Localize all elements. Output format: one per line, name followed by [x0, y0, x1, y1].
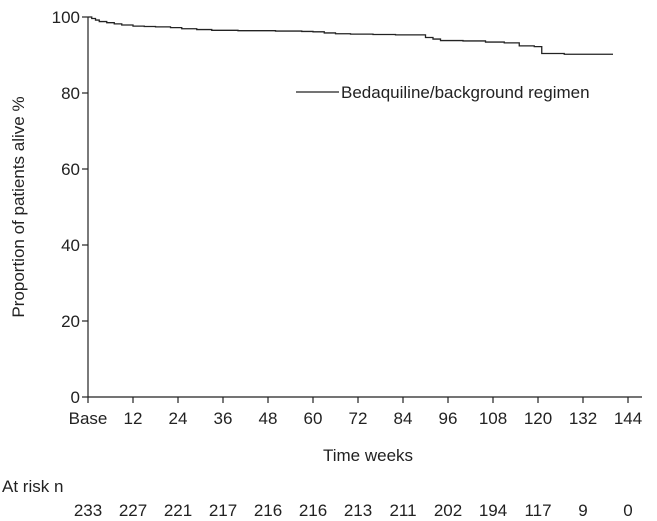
legend-label: Bedaquiline/background regimen — [341, 83, 590, 102]
at-risk-value: 216 — [254, 501, 282, 520]
at-risk-value: 211 — [389, 501, 416, 520]
y-tick-label: 100 — [52, 8, 80, 27]
x-tick-label: 36 — [214, 409, 233, 428]
y-tick-label: 60 — [61, 160, 80, 179]
at-risk-value: 117 — [524, 501, 551, 520]
y-tick-label: 80 — [61, 84, 80, 103]
series-line-bedaquiline — [88, 16, 613, 55]
x-tick-label: 120 — [524, 409, 552, 428]
x-tick-label: 108 — [479, 409, 507, 428]
x-axis-label: Time weeks — [323, 446, 413, 465]
x-tick-label: 24 — [169, 409, 188, 428]
x-tick-label: Base — [69, 409, 108, 428]
at-risk-value: 213 — [344, 501, 372, 520]
legend: Bedaquiline/background regimen — [296, 83, 590, 102]
at-risk-value: 216 — [299, 501, 327, 520]
axes — [87, 17, 642, 398]
at-risk-value: 0 — [623, 501, 632, 520]
y-tick-group: 0 20 40 60 80 100 — [52, 8, 88, 407]
x-tick-label: 48 — [259, 409, 278, 428]
at-risk-value: 9 — [578, 501, 587, 520]
y-tick-label: 20 — [61, 312, 80, 331]
at-risk-value: 194 — [479, 501, 507, 520]
at-risk-value: 217 — [209, 501, 237, 520]
y-axis-label: Proportion of patients alive % — [9, 96, 28, 317]
at-risk-values: 233 227 221 217 216 216 213 211 202 194 117 9 0 — [74, 501, 633, 520]
x-tick-group: Base 12 24 36 48 60 72 84 96 108 120 132 144 — [69, 397, 642, 428]
x-tick-label: 72 — [349, 409, 368, 428]
x-tick-label: 12 — [124, 409, 143, 428]
at-risk-value: 233 — [74, 501, 102, 520]
y-tick-label: 40 — [61, 236, 80, 255]
y-tick-label: 0 — [71, 388, 80, 407]
at-risk-label: At risk n — [2, 477, 63, 496]
x-tick-label: 96 — [439, 409, 458, 428]
x-tick-label: 84 — [394, 409, 413, 428]
series-group — [88, 16, 613, 55]
x-tick-label: 132 — [569, 409, 597, 428]
x-tick-label: 144 — [614, 409, 642, 428]
at-risk-value: 221 — [164, 501, 192, 520]
at-risk-value: 202 — [434, 501, 462, 520]
x-tick-label: 60 — [304, 409, 323, 428]
at-risk-value: 227 — [119, 501, 147, 520]
